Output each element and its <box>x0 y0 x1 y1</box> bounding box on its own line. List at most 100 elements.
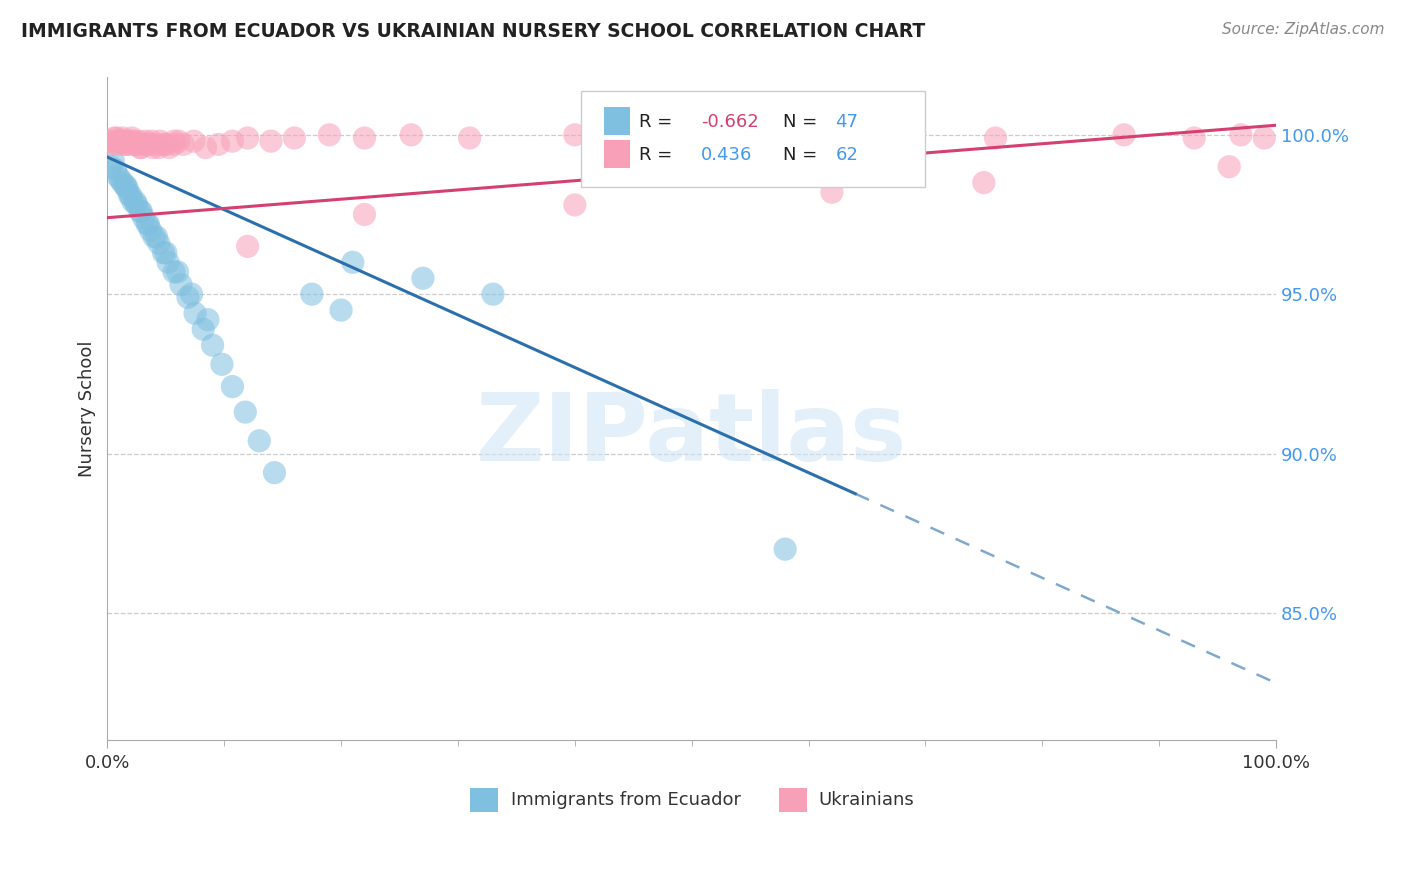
Point <box>197 312 219 326</box>
Text: N =: N = <box>783 113 823 131</box>
Point <box>110 134 132 148</box>
Point <box>1182 131 1205 145</box>
Text: ZIPatlas: ZIPatlas <box>477 390 907 482</box>
Point <box>844 128 866 142</box>
Point <box>207 137 229 152</box>
Point <box>184 306 207 320</box>
Point <box>211 357 233 371</box>
Point <box>193 322 215 336</box>
Point <box>247 434 270 448</box>
Point <box>107 137 129 152</box>
Point <box>132 211 155 225</box>
Point <box>114 178 136 193</box>
Point <box>118 137 141 152</box>
Point <box>148 140 170 154</box>
Text: Immigrants from Ecuador: Immigrants from Ecuador <box>510 791 741 809</box>
Point <box>142 140 165 154</box>
Point <box>353 207 375 221</box>
Point <box>157 255 180 269</box>
Point <box>124 194 146 209</box>
Point <box>984 131 1007 145</box>
Point <box>458 131 481 145</box>
Point <box>115 137 138 152</box>
Point <box>564 128 586 142</box>
Point <box>263 466 285 480</box>
Point <box>1112 128 1135 142</box>
Point <box>283 131 305 145</box>
Point <box>221 134 243 148</box>
Point <box>101 137 124 152</box>
Point <box>821 185 844 199</box>
Point <box>110 172 132 186</box>
Point <box>100 160 122 174</box>
Point <box>1253 131 1275 145</box>
Point <box>973 176 995 190</box>
Point <box>167 134 190 148</box>
Point <box>221 379 243 393</box>
Point <box>704 131 727 145</box>
Point <box>412 271 434 285</box>
Point <box>125 198 148 212</box>
Point <box>177 290 200 304</box>
Point <box>136 217 159 231</box>
Bar <box>605 107 630 135</box>
Point <box>1230 128 1253 142</box>
Point <box>138 137 160 152</box>
Point <box>236 131 259 145</box>
Point <box>120 134 142 148</box>
Point <box>172 137 194 152</box>
Point <box>104 162 127 177</box>
Y-axis label: Nursery School: Nursery School <box>79 341 96 477</box>
Point <box>155 245 177 260</box>
Point <box>129 204 152 219</box>
Point <box>117 134 139 148</box>
Point <box>139 223 162 237</box>
Point <box>122 194 145 209</box>
Point <box>145 229 167 244</box>
Point <box>773 542 796 557</box>
Text: R =: R = <box>640 146 678 164</box>
Point <box>136 217 159 231</box>
Text: Ukrainians: Ukrainians <box>818 791 914 809</box>
Point <box>107 169 129 184</box>
Point <box>153 137 176 152</box>
Point <box>117 182 139 196</box>
Text: IMMIGRANTS FROM ECUADOR VS UKRAINIAN NURSERY SCHOOL CORRELATION CHART: IMMIGRANTS FROM ECUADOR VS UKRAINIAN NUR… <box>21 22 925 41</box>
Point <box>132 137 155 152</box>
Point <box>141 134 163 148</box>
Point <box>114 137 136 152</box>
Point <box>564 198 586 212</box>
Point <box>330 303 353 318</box>
Point <box>118 188 141 202</box>
Point <box>201 338 224 352</box>
Text: 47: 47 <box>835 113 859 131</box>
Point <box>155 137 177 152</box>
Point <box>129 140 152 154</box>
Point <box>353 131 375 145</box>
Point <box>149 134 172 148</box>
Point <box>152 245 174 260</box>
Bar <box>605 140 630 169</box>
Point <box>98 134 121 148</box>
Point <box>129 204 152 219</box>
Point <box>120 188 142 202</box>
Text: R =: R = <box>640 113 678 131</box>
Point <box>482 287 505 301</box>
Point <box>135 134 157 148</box>
Point <box>143 229 166 244</box>
Point <box>121 131 143 145</box>
Point <box>233 405 256 419</box>
Point <box>111 131 134 145</box>
Text: -0.662: -0.662 <box>702 113 759 131</box>
Point <box>124 137 146 152</box>
Point <box>111 176 134 190</box>
Point <box>170 277 193 292</box>
Point <box>157 140 180 154</box>
Bar <box>779 789 807 812</box>
Point <box>301 287 323 301</box>
Point <box>260 134 283 148</box>
Point <box>194 140 217 154</box>
Point <box>318 128 340 142</box>
Point <box>163 134 186 148</box>
Text: 62: 62 <box>835 146 858 164</box>
